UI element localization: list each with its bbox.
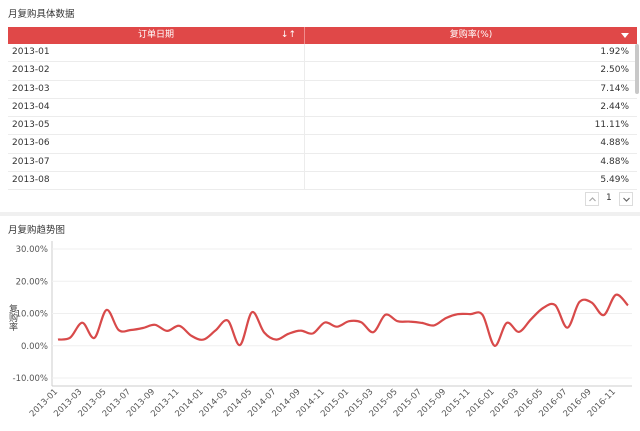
cell-date: 2013-05 <box>12 120 50 131</box>
series-line <box>57 293 629 347</box>
cell-rate: 11.11% <box>594 120 629 131</box>
cell-rate: 4.88% <box>600 156 629 167</box>
cell-date: 2013-04 <box>12 101 50 112</box>
table-scrollbar[interactable] <box>635 44 639 94</box>
cell-date: 2013-07 <box>12 156 50 167</box>
table-row[interactable]: 2013-07 4.88% <box>8 153 637 173</box>
page-number: 1 <box>606 193 612 203</box>
cell-rate: 4.88% <box>600 138 629 149</box>
sort-icon[interactable]: ↓↑ <box>280 30 296 40</box>
table-body: 2013-01 1.92% 2013-02 2.50% 2013-03 7.14% 2013… <box>8 44 637 191</box>
column-separator <box>304 117 305 135</box>
column-separator <box>304 98 305 117</box>
cell-rate: 2.50% <box>600 65 629 76</box>
cell-date: 2013-08 <box>12 175 50 186</box>
table-panel: 月复购具体数据 订单日期 ↓↑ 复购率(%) 2013-01 1.92% 2013-… <box>0 0 640 212</box>
column-separator <box>304 80 305 98</box>
cell-date: 2013-03 <box>12 83 50 94</box>
chevron-up-icon <box>589 197 596 202</box>
table-row[interactable]: 2013-01 1.92% <box>8 44 637 63</box>
column-separator <box>304 172 305 190</box>
cell-date: 2013-06 <box>12 138 50 149</box>
column-separator <box>304 135 305 153</box>
y-axis-label: 复购率 <box>7 303 18 332</box>
column-header-date-label: 订单日期 <box>137 30 174 40</box>
cell-rate: 5.49% <box>600 175 629 186</box>
table-row[interactable]: 2013-04 2.44% <box>8 98 637 118</box>
column-separator <box>304 44 305 62</box>
table-header: 订单日期 ↓↑ 复购率(%) <box>8 27 637 44</box>
table-row[interactable]: 2013-08 5.49% <box>8 172 637 191</box>
y-tick-label: 0.00% <box>21 342 48 352</box>
y-tick-label: 30.00% <box>16 245 48 255</box>
next-page-button[interactable] <box>619 192 633 206</box>
chart-panel: 月复购趋势图 30.00% 20.00% 10.00% 0.00% -10.00% 复购率… <box>0 216 640 427</box>
y-tick-label: -10.00% <box>13 374 48 384</box>
chart-panel-title: 月复购趋势图 <box>8 225 66 236</box>
cell-rate: 2.44% <box>600 101 629 112</box>
chevron-down-icon <box>623 197 630 202</box>
panel-divider <box>0 212 640 216</box>
column-separator <box>304 62 305 80</box>
cell-rate: 1.92% <box>600 47 629 57</box>
cell-date: 2013-02 <box>12 65 50 76</box>
table-row[interactable]: 2013-02 2.50% <box>8 62 637 81</box>
y-tick-label: 20.00% <box>16 277 48 287</box>
column-header-date[interactable]: 订单日期 ↓↑ <box>8 27 305 44</box>
y-tick-label: 10.00% <box>16 310 48 320</box>
cell-date: 2013-01 <box>12 47 50 57</box>
prev-page-button[interactable] <box>585 192 599 206</box>
column-header-rate-label: 复购率(%) <box>449 30 493 40</box>
dropdown-icon[interactable] <box>621 33 629 38</box>
table-panel-title: 月复购具体数据 <box>8 9 75 20</box>
column-header-rate[interactable]: 复购率(%) <box>305 27 637 44</box>
table-row[interactable]: 2013-03 7.14% <box>8 80 637 99</box>
table-row[interactable]: 2013-06 4.88% <box>8 135 637 154</box>
column-separator <box>304 153 305 172</box>
cell-rate: 7.14% <box>600 83 629 94</box>
trend-chart: 30.00%20.00%10.00%0.00%-10.00%复购率2013-01… <box>7 241 632 419</box>
table-row[interactable]: 2013-05 11.11% <box>8 117 637 136</box>
